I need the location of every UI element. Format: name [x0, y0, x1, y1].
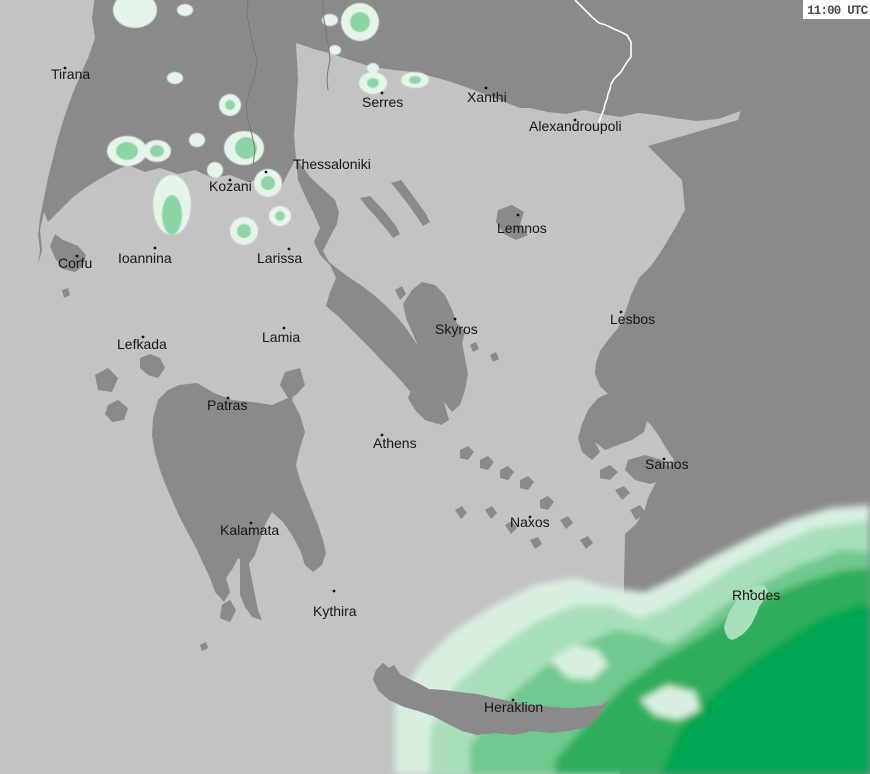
- svg-text:Serres: Serres: [362, 94, 403, 110]
- svg-text:Athens: Athens: [373, 435, 417, 451]
- svg-text:Xanthi: Xanthi: [467, 89, 507, 105]
- svg-text:Tirana: Tirana: [51, 66, 90, 82]
- svg-text:Rhodes: Rhodes: [732, 587, 780, 603]
- svg-text:Alexandroupoli: Alexandroupoli: [529, 118, 622, 134]
- svg-text:Kozani: Kozani: [209, 178, 252, 194]
- svg-text:Naxos: Naxos: [510, 514, 550, 530]
- svg-text:Kythira: Kythira: [313, 603, 357, 619]
- svg-text:Ioannina: Ioannina: [118, 250, 172, 266]
- svg-text:Samos: Samos: [645, 456, 689, 472]
- svg-text:Patras: Patras: [207, 397, 247, 413]
- svg-text:Lefkada: Lefkada: [117, 336, 167, 352]
- svg-text:Kalamata: Kalamata: [220, 522, 279, 538]
- svg-text:Heraklion: Heraklion: [484, 699, 543, 715]
- svg-text:11:00 UTC: 11:00 UTC: [807, 4, 869, 18]
- svg-text:Thessaloniki: Thessaloniki: [293, 156, 371, 172]
- svg-text:Lamia: Lamia: [262, 329, 300, 345]
- svg-text:Larissa: Larissa: [257, 250, 302, 266]
- svg-text:Skyros: Skyros: [435, 321, 478, 337]
- svg-text:Corfu: Corfu: [58, 255, 92, 271]
- svg-text:Lemnos: Lemnos: [497, 220, 547, 236]
- svg-text:Lesbos: Lesbos: [610, 311, 655, 327]
